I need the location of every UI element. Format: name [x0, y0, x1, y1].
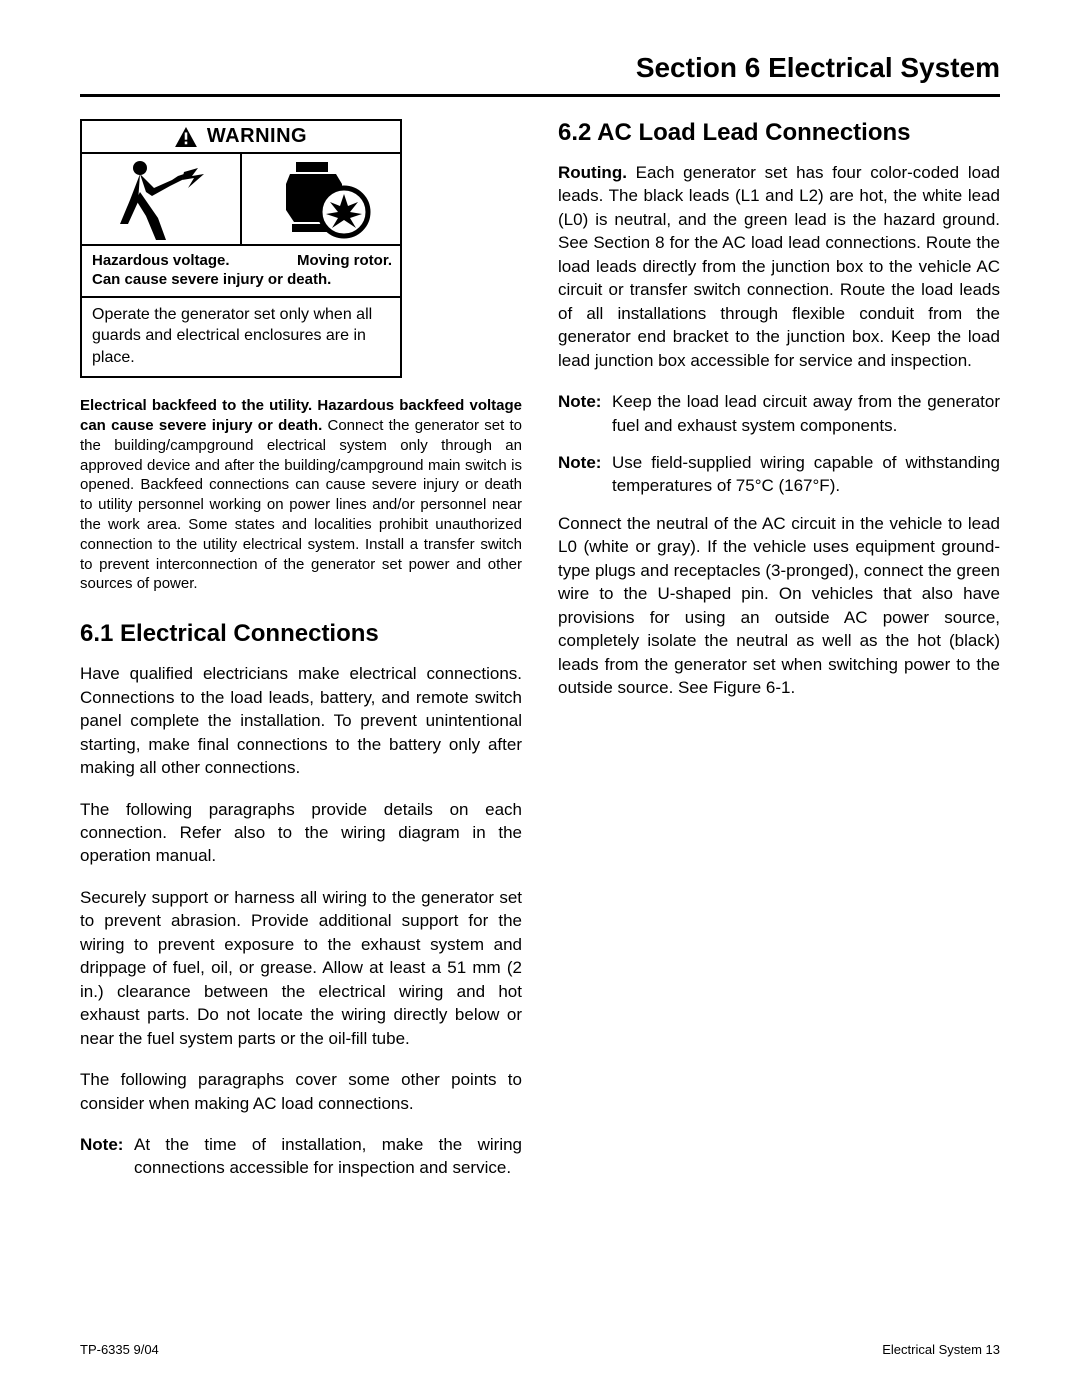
warning-header: WARNING	[82, 121, 400, 154]
note-text: Use field-supplied wiring capable of wit…	[612, 451, 1000, 498]
caption-moving-rotor: Moving rotor.	[297, 252, 392, 271]
routing-paragraph: Routing. Each generator set has four col…	[558, 161, 1000, 372]
p-6-1-c: Securely support or harness all wiring t…	[80, 886, 522, 1050]
caption-line2: Can cause severe injury or death.	[92, 271, 392, 290]
heading-6-2: 6.2 AC Load Lead Connections	[558, 119, 1000, 147]
footer-left: TP-6335 9/04	[80, 1342, 159, 1357]
note-text: Keep the load lead circuit away from the…	[612, 390, 1000, 437]
warning-body-text: Operate the generator set only when all …	[82, 298, 400, 377]
right-column: 6.2 AC Load Lead Connections Routing. Ea…	[558, 119, 1000, 1194]
warning-caption: Hazardous voltage. Moving rotor. Can cau…	[82, 246, 400, 298]
warning-label: WARNING	[207, 125, 307, 148]
footer-right: Electrical System 13	[882, 1342, 1000, 1357]
note-6-2-a: Note: Keep the load lead circuit away fr…	[558, 390, 1000, 437]
hazardous-voltage-icon	[82, 154, 242, 244]
p-6-1-d: The following paragraphs cover some othe…	[80, 1068, 522, 1115]
p-6-1-a: Have qualified electricians make electri…	[80, 662, 522, 779]
heading-6-1: 6.1 Electrical Connections	[80, 620, 522, 648]
left-column: WARNING	[80, 119, 522, 1194]
warning-box: WARNING	[80, 119, 402, 378]
routing-bold: Routing.	[558, 163, 627, 182]
page-footer: TP-6335 9/04 Electrical System 13	[80, 1342, 1000, 1357]
p-6-1-b: The following paragraphs provide details…	[80, 798, 522, 868]
two-column-layout: WARNING	[80, 119, 1000, 1194]
note-6-1: Note: At the time of installation, make …	[80, 1133, 522, 1180]
caption-hazardous-voltage: Hazardous voltage.	[92, 252, 297, 271]
note-text: At the time of installation, make the wi…	[134, 1133, 522, 1180]
warning-icons-row	[82, 154, 400, 246]
warning-triangle-icon	[175, 127, 197, 147]
note-label: Note:	[80, 1133, 134, 1180]
note-6-2-b: Note: Use field-supplied wiring capable …	[558, 451, 1000, 498]
routing-rest: Each generator set has four color-coded …	[558, 163, 1000, 370]
section-title: Section 6 Electrical System	[80, 52, 1000, 84]
moving-rotor-icon	[242, 154, 400, 244]
p-6-2-b: Connect the neutral of the AC circuit in…	[558, 512, 1000, 700]
note-label: Note:	[558, 390, 612, 437]
backfeed-paragraph: Electrical backfeed to the utility. Haza…	[80, 396, 522, 594]
divider	[80, 94, 1000, 97]
note-label: Note:	[558, 451, 612, 498]
backfeed-rest: Connect the generator set to the buildin…	[80, 417, 522, 592]
